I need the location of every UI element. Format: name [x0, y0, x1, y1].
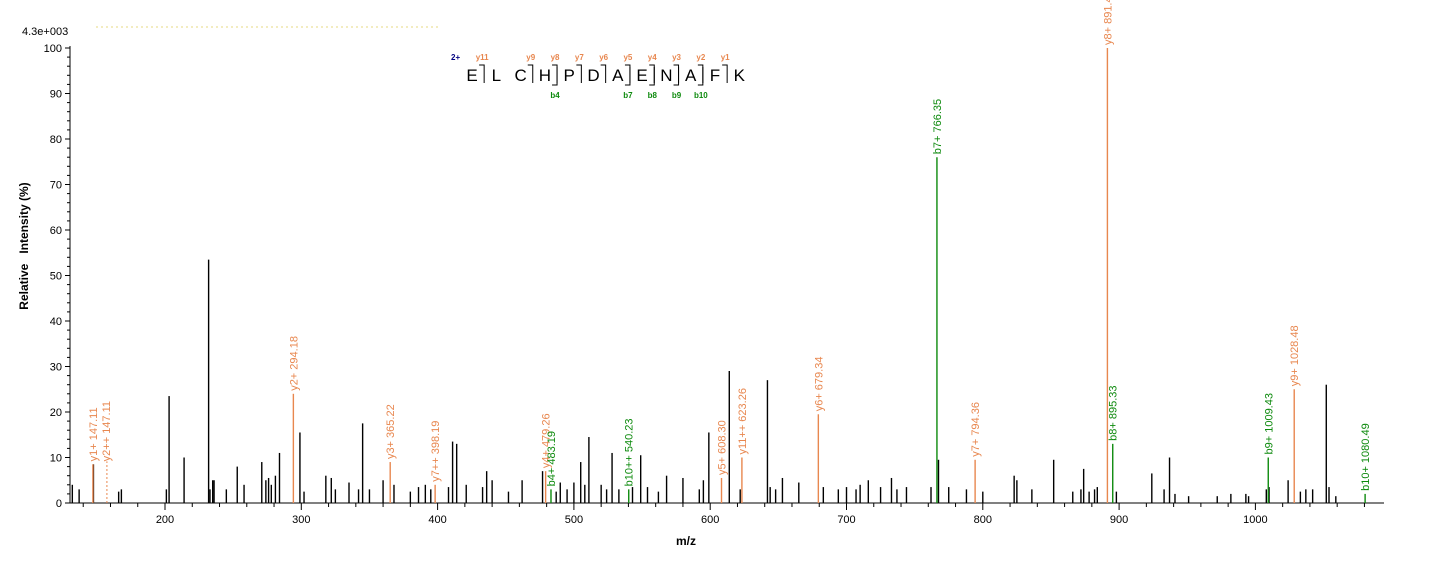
- peak-label-y: y6+ 679.34: [813, 357, 825, 412]
- b-fragment-bracket: [697, 67, 704, 86]
- b-fragment-bracket: [673, 67, 680, 86]
- y-fragment-bracket: [552, 64, 558, 83]
- sequence-residue: L: [492, 66, 501, 85]
- peak-label-b: b7+ 766.35: [932, 99, 944, 154]
- y-fragment-label: y1: [721, 53, 730, 62]
- peak-label-y: y1+ 147.11: [88, 407, 100, 461]
- peak-label-y: y9+ 1028.48: [1289, 325, 1301, 386]
- b-fragment-label: b7: [623, 91, 633, 100]
- peak-label-y: y4+ 479.26: [541, 413, 553, 468]
- b-fragment-label: b9: [672, 91, 682, 100]
- y-fragment-bracket: [479, 64, 485, 83]
- y-fragment-bracket: [624, 64, 631, 83]
- peak-label-y: y7++ 398.19: [430, 421, 442, 482]
- b-fragment-bracket: [624, 67, 631, 86]
- x-tick-label: 200: [156, 514, 174, 526]
- peak-label-b: b8+ 895.33: [1108, 385, 1120, 440]
- x-tick-label: 300: [292, 514, 310, 526]
- peak-label-b: b10+ 1080.49: [1360, 423, 1372, 491]
- sequence-residue: E: [466, 66, 477, 85]
- y-fragment-bracket: [576, 64, 582, 83]
- peak-label-b: b4+ 483.19: [546, 431, 558, 486]
- x-tick-label: 600: [701, 514, 719, 526]
- y-fragment-label: y6: [599, 53, 608, 62]
- y-fragment-label: y4: [648, 53, 657, 62]
- x-tick-label: 900: [1110, 514, 1128, 526]
- x-axis-title: m/z: [676, 534, 696, 548]
- y-tick-label: 30: [50, 362, 62, 374]
- y-tick-label: 70: [50, 180, 62, 192]
- y-fragment-label: y3: [672, 53, 681, 62]
- y-fragment-bracket: [649, 64, 655, 83]
- peak-label-y: y2++ 147.11: [101, 401, 113, 461]
- sequence-residue: H: [539, 66, 551, 85]
- peak-label-b: b10++ 540.23: [624, 418, 636, 486]
- sequence-residue: K: [734, 66, 746, 85]
- b-fragment-label: b10: [694, 91, 708, 100]
- b-fragment-label: b8: [648, 91, 658, 100]
- x-tick-label: 500: [565, 514, 583, 526]
- sequence-residue: E: [636, 66, 647, 85]
- x-tick-label: 800: [974, 514, 992, 526]
- y-fragment-label: y9: [526, 53, 535, 62]
- sequence-residue: P: [564, 66, 575, 85]
- peak-label-y: y8+ 891.42: [1102, 0, 1114, 45]
- y-tick-label: 100: [44, 43, 62, 55]
- y-fragment-label: y7: [575, 53, 584, 62]
- y-axis-title: Relative Intensity (%): [17, 182, 31, 309]
- peak-label-b: b9+ 1009.43: [1263, 393, 1275, 454]
- sequence-residue: A: [612, 66, 624, 85]
- y-fragment-label: y11: [476, 53, 489, 62]
- y-tick-label: 50: [50, 271, 62, 283]
- y-fragment-bracket: [527, 64, 534, 83]
- charge-state-label: 2+: [451, 53, 460, 62]
- sequence-residue: F: [710, 66, 720, 85]
- peak-label-y: y11++ 623.26: [737, 388, 749, 454]
- sequence-residue: A: [685, 66, 697, 85]
- y-tick-label: 20: [50, 407, 62, 419]
- peaks-layer: [71, 48, 1366, 503]
- x-axis: 200 300 400 500 600 700 800 900 1000: [70, 502, 1384, 526]
- y-tick-label: 40: [50, 316, 62, 328]
- b-fragment-label: b4: [550, 91, 560, 100]
- x-tick-label: 400: [428, 514, 446, 526]
- y-tick-label: 10: [50, 453, 62, 465]
- y-fragment-bracket: [600, 64, 607, 83]
- y-fragment-bracket: [722, 64, 728, 83]
- peak-label-y: y3+ 365.22: [385, 404, 397, 459]
- peak-labels-layer: y1+ 147.11 y2++ 147.11 y2+ 294.18 y3+ 365.2…: [88, 0, 1372, 491]
- x-tick-label: 1000: [1243, 514, 1267, 526]
- y-fragment-label: y2: [696, 53, 705, 62]
- y-tick-label: 60: [50, 225, 62, 237]
- y-fragment-label: y5: [623, 53, 632, 62]
- y-axis: 0 10 20 30 40 50 60 70 80 90 100: [44, 43, 71, 510]
- b-fragment-bracket: [649, 67, 655, 86]
- sequence-residue: N: [660, 66, 672, 85]
- sequence-residue: C: [514, 66, 526, 85]
- y-tick-label: 0: [56, 498, 62, 510]
- y-tick-label: 90: [50, 89, 62, 101]
- peak-label-y: y5+ 608.30: [717, 420, 729, 475]
- y-tick-label: 80: [50, 134, 62, 146]
- y-fragment-label: y8: [551, 53, 560, 62]
- x-tick-label: 700: [837, 514, 855, 526]
- peak-label-y: y7+ 794.36: [970, 402, 982, 457]
- sequence-residue: D: [587, 66, 599, 85]
- peak-label-y: y2+ 294.18: [288, 336, 300, 391]
- max-intensity-label: 4.3e+003: [22, 26, 68, 38]
- y-fragment-bracket: [673, 64, 680, 83]
- y-fragment-bracket: [697, 64, 704, 83]
- b-fragment-bracket: [552, 67, 558, 86]
